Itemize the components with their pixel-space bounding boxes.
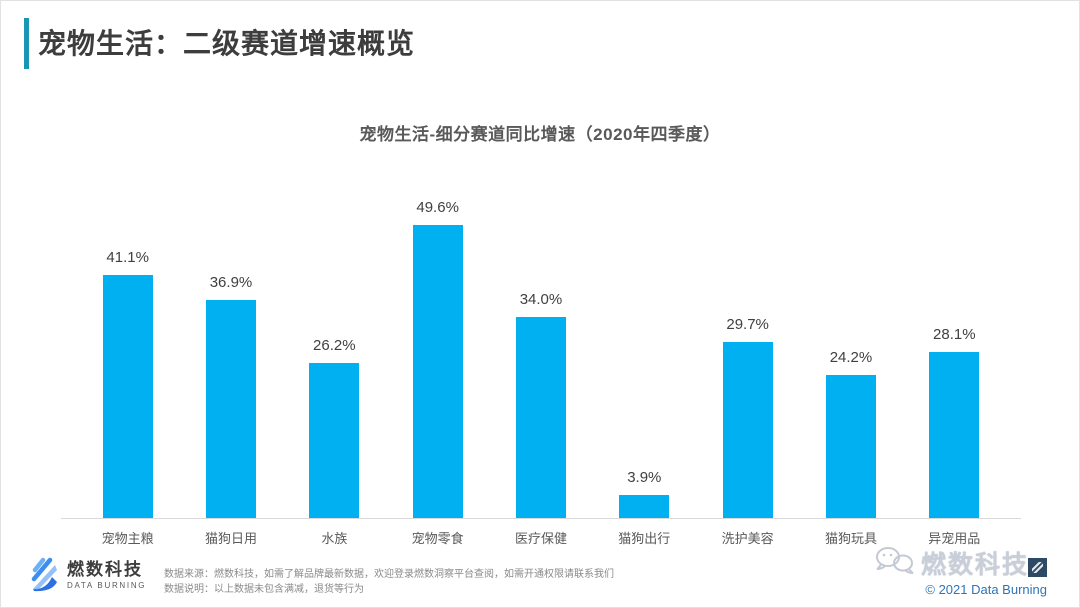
title-accent-bar [24,18,29,69]
footnotes: 数据来源：燃数科技，如需了解品牌最新数据，欢迎登录燃数洞察平台查阅，如需开通权限… [164,567,614,597]
x-axis-label: 医疗保健 [514,531,567,546]
footer-logo: 燃数科技 DATA BURNING [26,557,146,593]
bar [205,300,256,518]
bar-value-label: 26.2% [313,337,356,354]
x-axis-label: 宠物主粮 [101,531,154,546]
bar [102,275,153,518]
x-axis-label: 猫狗日用 [204,531,257,546]
bar-value-label: 3.9% [627,469,662,486]
watermark-text: 燃数科技 [920,551,1029,579]
bar-group: 29.7% [696,181,799,518]
bar-group: 49.6% [386,181,489,518]
bar [412,225,463,518]
data-burning-logo-icon [31,557,57,592]
bar-value-label: 34.0% [519,291,563,308]
bar [619,495,670,518]
bar-group: 36.9% [179,181,282,518]
bar-value-label: 28.1% [933,326,976,343]
bar-value-label: 41.1% [106,249,149,266]
bar [825,375,876,518]
bar-group: 28.1% [903,181,1006,518]
bar-group: 41.1% [76,181,179,518]
copyright: © 2021 Data Burning [925,582,1047,597]
bar [309,363,360,518]
bar-group: 3.9% [593,181,696,518]
bar-group: 26.2% [283,181,386,518]
bar [929,352,980,518]
bar-group: 34.0% [489,181,592,518]
bar [515,317,566,518]
bar-value-label: 49.6% [416,199,459,216]
bar-value-label: 24.2% [829,349,873,366]
x-axis-label: 洗护美容 [721,531,774,546]
logo-texts: 燃数科技 DATA BURNING [67,559,147,590]
watermark: 燃数科技 [874,545,1047,578]
x-axis-label: 异宠用品 [928,531,981,546]
x-axis-label: 猫狗出行 [618,531,671,546]
bar-value-label: 29.7% [726,316,769,333]
logo-name-en: DATA BURNING [67,580,147,590]
bar-chart: 41.1% 36.9% 26.2% 49.6% 34.0% 3.9% 29.7% 24.2% 2… [61,181,1021,519]
x-axis-label: 猫狗玩具 [824,531,877,546]
x-axis-labels: 宠物主粮 猫狗日用 水族 宠物零食 医疗保健 猫狗出行 洗护美容 猫狗玩具 异宠用品 [76,528,1006,547]
bar [722,342,773,518]
x-axis-label: 水族 [321,531,348,546]
page-title: 宠物生活：二级赛道增速概览 [38,28,416,59]
bar-value-label: 36.9% [209,274,253,291]
logo-name-cn: 燃数科技 [67,559,143,579]
chat-bubbles-icon [875,547,914,574]
chart-title: 宠物生活-细分赛道同比增速（2020年四季度） [359,125,721,144]
footnote-data: 数据说明：以上数据未包含满减，退货等行为 [164,584,364,595]
bar-group: 24.2% [799,181,902,518]
watermark-badge-icon [1028,558,1047,577]
bar-columns: 41.1% 36.9% 26.2% 49.6% 34.0% 3.9% 29.7% 24.2% 2… [76,181,1006,518]
x-axis-label: 宠物零食 [411,531,464,546]
footnote-source: 数据来源：燃数科技，如需了解品牌最新数据，欢迎登录燃数洞察平台查阅，如需开通权限… [164,569,614,580]
